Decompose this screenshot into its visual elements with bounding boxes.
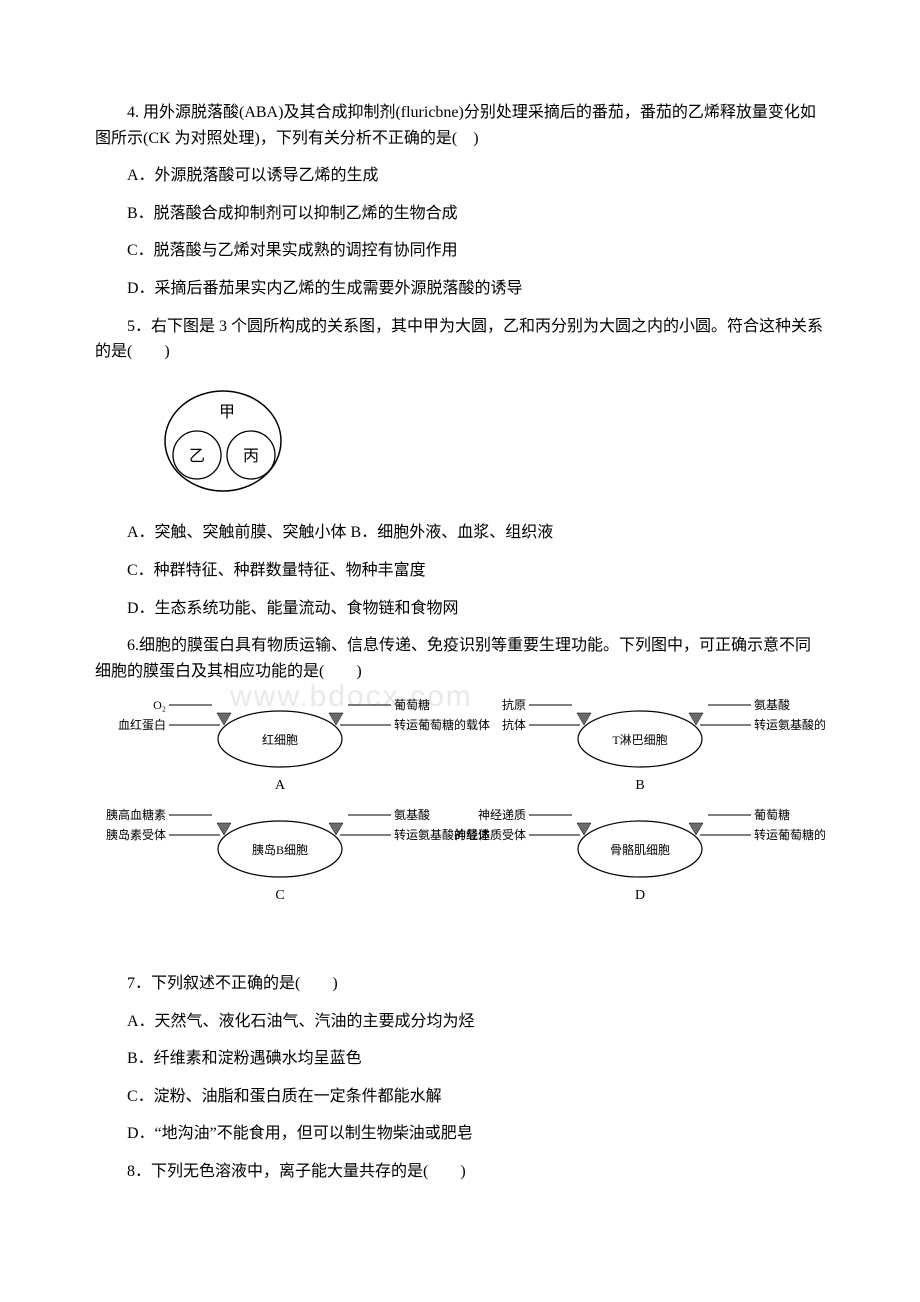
svg-text:C: C	[275, 888, 284, 903]
q7-opt-a: A．天然气、液化石油气、汽油的主要成分均为烃	[95, 1009, 825, 1035]
svg-text:胰岛B细胞: 胰岛B细胞	[252, 842, 308, 857]
svg-text:神经递质受体: 神经递质受体	[454, 828, 526, 842]
svg-text:胰岛素受体: 胰岛素受体	[106, 827, 166, 842]
svg-text:A: A	[275, 778, 286, 793]
svg-text:氨基酸: 氨基酸	[754, 697, 790, 712]
q4-stem: 4. 用外源脱落酸(ABA)及其合成抑制剂(fluricbne)分别处理采摘后的…	[95, 100, 825, 151]
svg-text:T淋巴细胞: T淋巴细胞	[612, 733, 667, 747]
svg-text:B: B	[635, 778, 644, 793]
svg-text:转运葡萄糖的载体: 转运葡萄糖的载体	[754, 827, 825, 842]
page-content: 4. 用外源脱落酸(ABA)及其合成抑制剂(fluricbne)分别处理采摘后的…	[0, 0, 920, 1254]
q6-stem: 6.细胞的膜蛋白具有物质运输、信息传递、免疫识别等重要生理功能。下列图中，可正确…	[95, 633, 825, 684]
q5-venn-diagram: 甲乙 丙	[151, 379, 825, 503]
q4-opt-a: A．外源脱落酸可以诱导乙烯的生成	[95, 163, 825, 189]
svg-text:胰高血糖素: 胰高血糖素	[106, 807, 166, 822]
svg-text:D: D	[635, 888, 645, 903]
svg-text:红细胞: 红细胞	[262, 732, 298, 747]
svg-text:丙: 丙	[243, 448, 259, 465]
q7-opt-b: B．纤维素和淀粉遇碘水均呈蓝色	[95, 1046, 825, 1072]
svg-text:抗体: 抗体	[502, 717, 526, 732]
q7-opt-c: C．淀粉、油脂和蛋白质在一定条件都能水解	[95, 1084, 825, 1110]
q7-opt-d: D．“地沟油”不能食用，但可以制生物柴油或肥皂	[95, 1121, 825, 1147]
svg-text:葡萄糖: 葡萄糖	[754, 807, 790, 822]
svg-text:转运氨基酸的载体: 转运氨基酸的载体	[754, 717, 825, 732]
q6-cells-diagram: 红细胞O₂血红蛋白葡萄糖转运葡萄糖的载体AT淋巴细胞抗原抗体氨基酸转运氨基酸的载…	[95, 694, 825, 953]
svg-text:乙: 乙	[189, 448, 205, 465]
q5-opt-ab: A．突触、突触前膜、突触小体 B．细胞外液、血浆、组织液	[95, 520, 825, 546]
q4-opt-d: D．采摘后番茄果实内乙烯的生成需要外源脱落酸的诱导	[95, 276, 825, 302]
q5-opt-c: C．种群特征、种群数量特征、物种丰富度	[95, 558, 825, 584]
svg-text:转运葡萄糖的载体: 转运葡萄糖的载体	[394, 717, 490, 732]
svg-text:骨骼肌细胞: 骨骼肌细胞	[610, 842, 670, 857]
q5-opt-d: D．生态系统功能、能量流动、食物链和食物网	[95, 596, 825, 622]
svg-text:血红蛋白: 血红蛋白	[118, 717, 166, 732]
q4-opt-c: C．脱落酸与乙烯对果实成熟的调控有协同作用	[95, 238, 825, 264]
q5-stem: 5．右下图是 3 个圆所构成的关系图，其中甲为大圆，乙和丙分别为大圆之内的小圆。…	[95, 314, 825, 365]
svg-text:O₂: O₂	[153, 698, 166, 712]
svg-text:氨基酸: 氨基酸	[394, 807, 430, 822]
svg-text:抗原: 抗原	[502, 697, 526, 712]
q4-opt-b: B．脱落酸合成抑制剂可以抑制乙烯的生物合成	[95, 201, 825, 227]
svg-text:甲: 甲	[219, 404, 235, 421]
q7-stem: 7．下列叙述不正确的是( )	[95, 971, 825, 997]
svg-text:神经递质: 神经递质	[478, 808, 526, 822]
svg-text:葡萄糖: 葡萄糖	[394, 697, 430, 712]
q8-stem: 8．下列无色溶液中，离子能大量共存的是( )	[95, 1159, 825, 1185]
